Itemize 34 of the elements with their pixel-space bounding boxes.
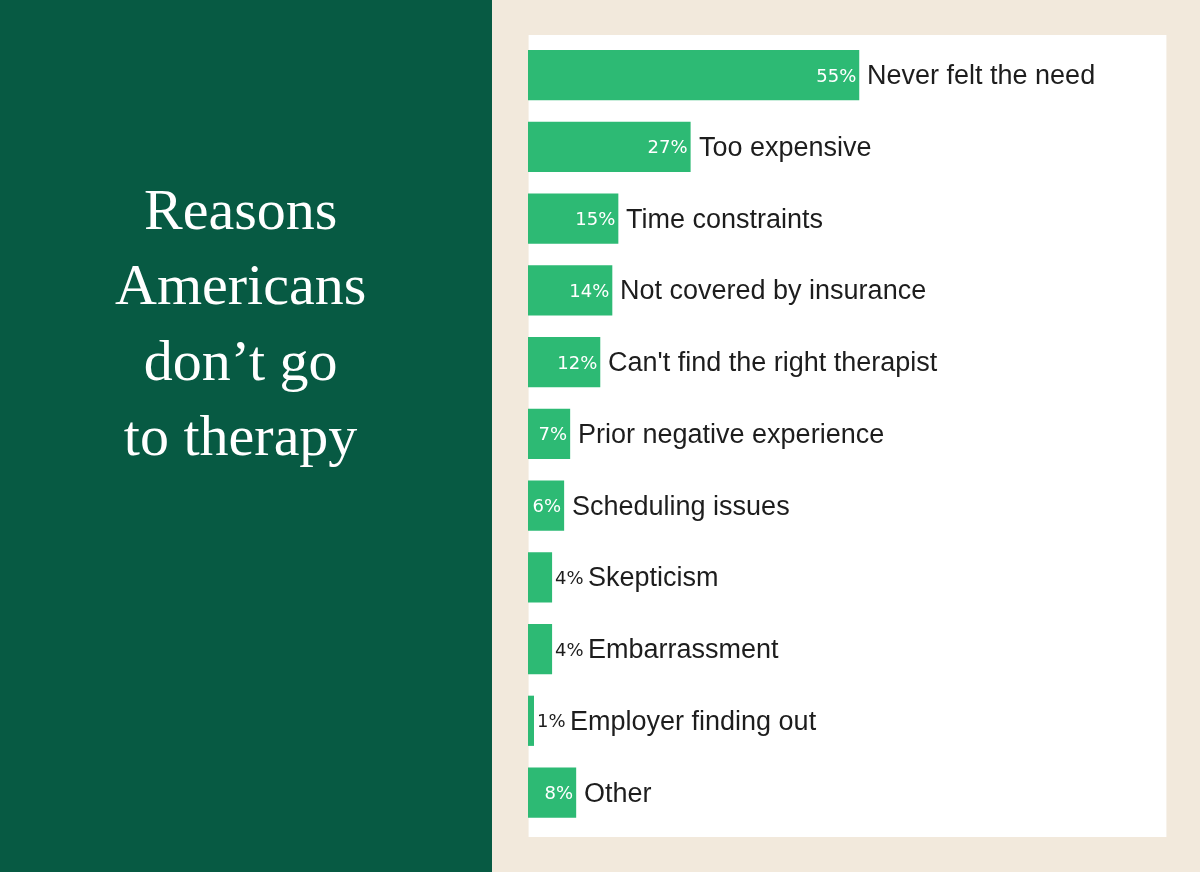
y-tick-label: Skepticism — [588, 562, 719, 592]
bar — [528, 408, 571, 459]
bar — [528, 193, 619, 244]
y-tick-label: Too expensive — [699, 132, 872, 162]
data-label: 12% — [557, 351, 598, 373]
bar — [528, 336, 601, 388]
y-tick-label: Prior negative experience — [578, 419, 885, 449]
text: Reasons Americans don’t go to therapy — [115, 177, 367, 469]
y-tick-label: Not covered by insurance — [620, 275, 927, 305]
data-label: 55% — [816, 64, 857, 86]
data-label: 6% — [532, 495, 562, 517]
y-tick-label: Never felt the need — [867, 60, 1096, 90]
bar — [528, 623, 553, 675]
y-tick-label: Can't find the right therapist — [608, 347, 938, 377]
bar — [528, 767, 577, 818]
bar — [528, 265, 613, 316]
y-tick-label: Employer finding out — [570, 706, 817, 736]
y-tick-label: Scheduling issues — [572, 491, 790, 521]
data-label: 15% — [575, 208, 616, 230]
bar — [528, 480, 565, 531]
data-label: 1% — [537, 710, 566, 732]
y-tick-label: Other — [584, 778, 652, 808]
data-label: 27% — [647, 136, 688, 158]
data-label: 4% — [555, 638, 584, 660]
y-tick-label: Embarrassment — [588, 634, 780, 664]
bar — [528, 552, 553, 603]
bar — [528, 695, 535, 746]
data-label: 14% — [569, 279, 610, 301]
y-tick-label: Time constraints — [626, 204, 824, 234]
data-label: 4% — [555, 566, 584, 588]
data-label: 8% — [544, 782, 574, 804]
bar — [528, 121, 691, 172]
bar — [528, 50, 860, 101]
data-label: 7% — [538, 423, 568, 445]
